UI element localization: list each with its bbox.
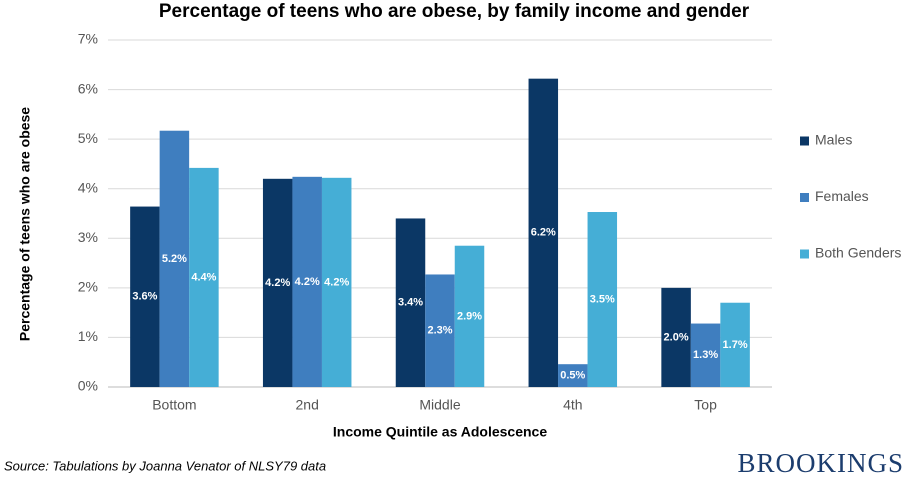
y-tick-label: 4% [78,179,98,195]
bar [262,178,293,387]
data-label: 2.3% [427,325,452,337]
x-axis-title: Income Quintile as Adolescence [333,424,547,440]
x-tick-label: 2nd [296,397,319,413]
y-tick-label: 0% [78,378,98,394]
data-label: 4.2% [295,276,320,288]
bar [690,323,721,387]
bar [321,177,352,387]
x-tick-label: Bottom [152,397,196,413]
bar [528,78,559,387]
source-note: Source: Tabulations by Joanna Venator of… [4,458,326,473]
data-label: 0.5% [560,370,585,382]
bar [587,212,618,387]
bar [454,245,485,387]
x-tick-label: 4th [563,397,582,413]
data-label: 4.2% [265,277,290,289]
bar [425,274,455,387]
legend-swatch [800,193,809,202]
legend-label: Males [815,132,852,148]
chart-title: Percentage of teens who are obese, by fa… [159,1,750,22]
legend-label: Females [815,188,869,204]
data-label: 1.7% [723,339,748,351]
y-tick-label: 2% [78,279,98,295]
bar [292,176,322,387]
y-tick-label: 3% [78,229,98,245]
brand-logo: BROOKINGS [737,448,904,478]
data-label: 1.3% [693,349,718,361]
legend-label: Both Genders [815,245,901,261]
y-tick-label: 6% [78,80,98,96]
x-tick-label: Middle [419,397,460,413]
data-label: 3.5% [590,293,615,305]
y-tick-label: 7% [78,31,98,47]
bar [720,302,750,387]
data-label: 2.9% [457,310,482,322]
legend-swatch [800,249,809,259]
bar [395,218,426,387]
bar [558,364,588,387]
bar [661,287,691,387]
legend-swatch [800,136,809,146]
y-tick-label: 5% [78,130,98,146]
bar [189,167,219,387]
data-label: 2.0% [664,331,689,343]
data-label: 5.2% [162,253,187,265]
data-label: 4.4% [191,271,216,283]
data-label: 4.2% [324,276,349,288]
bar [130,206,160,387]
data-label: 3.6% [132,291,157,303]
bar [159,130,190,388]
y-axis-title: Percentage of teens who are obese [17,107,33,341]
data-label: 6.2% [531,227,556,239]
x-tick-label: Top [694,397,717,413]
y-tick-label: 1% [78,328,98,344]
data-label: 3.4% [398,297,423,309]
